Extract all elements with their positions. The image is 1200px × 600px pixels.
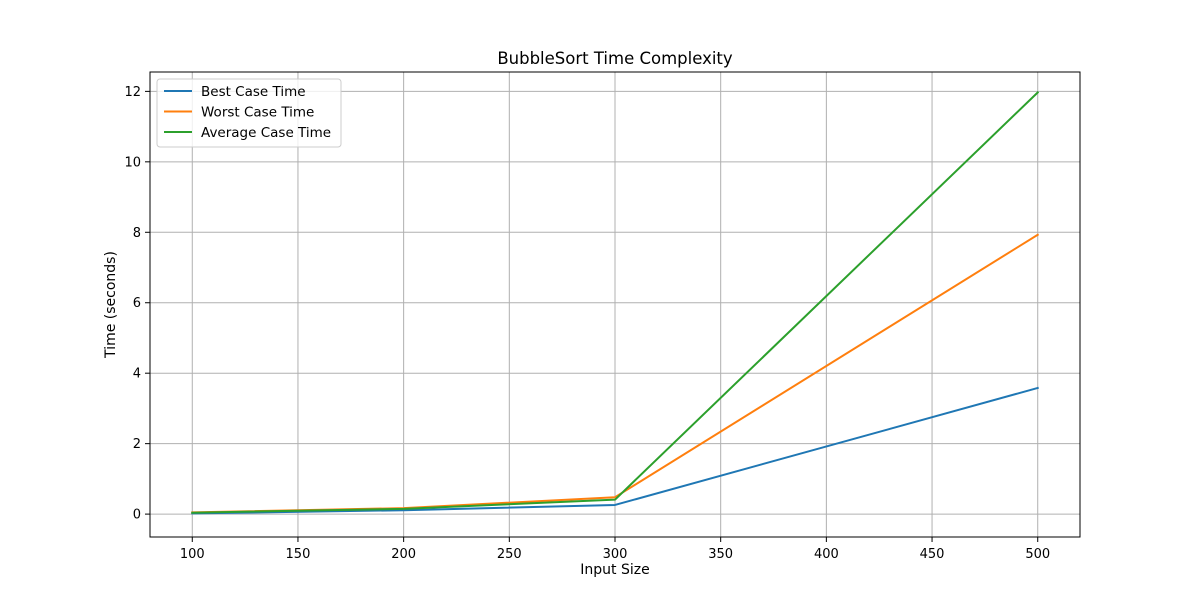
y-axis-title: Time (seconds) — [103, 251, 119, 359]
y-tick-label: 6 — [133, 296, 141, 311]
x-tick-label: 350 — [708, 547, 733, 562]
y-tick-label: 0 — [133, 508, 141, 523]
x-tick-label: 250 — [497, 547, 522, 562]
legend-label-2: Worst Case Time — [201, 105, 314, 121]
x-axis-title: Input Size — [580, 562, 649, 578]
legend-label-1: Best Case Time — [201, 84, 306, 100]
x-tick-label: 100 — [180, 547, 205, 562]
x-tick-label: 200 — [391, 547, 416, 562]
x-tick-label: 500 — [1025, 547, 1050, 562]
series-line-1 — [191, 386, 1039, 515]
x-tick-label: 450 — [920, 547, 945, 562]
legend-label-3: Average Case Time — [201, 125, 331, 141]
y-axis-ticks: 0 2 4 6 8 10 12 — [124, 85, 150, 523]
legend-frame — [156, 78, 342, 148]
y-tick-label: 12 — [124, 85, 141, 100]
y-tick-label: 2 — [133, 437, 141, 452]
chart-title: BubbleSort Time Complexity — [497, 49, 733, 68]
y-tick-label: 8 — [133, 226, 141, 241]
x-axis-ticks: 100 150 200 250 300 350 400 450 500 — [180, 537, 1050, 562]
x-tick-label: 400 — [814, 547, 839, 562]
y-tick-label: 4 — [133, 367, 141, 382]
series-layer — [191, 91, 1040, 515]
series-line-3 — [191, 91, 1040, 514]
grid — [150, 72, 1080, 537]
x-tick-label: 300 — [603, 547, 628, 562]
x-tick-label: 150 — [286, 547, 311, 562]
legend: Best Case Time Worst Case Time Average Cas… — [156, 78, 342, 148]
y-tick-label: 10 — [124, 155, 141, 170]
